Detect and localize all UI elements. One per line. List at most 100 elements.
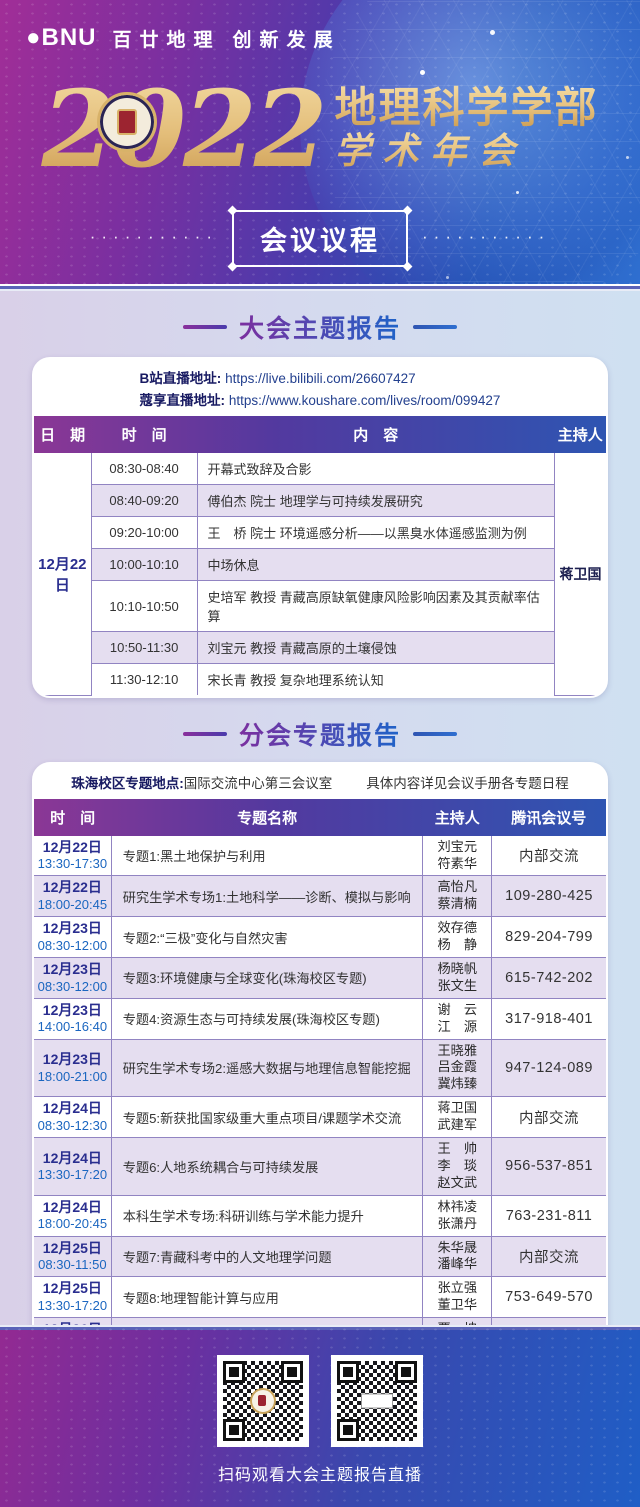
meeting-id-cell: 442-114-044 <box>491 1317 606 1325</box>
table-row: 12月23日 14:00-16:40 专题4:资源生态与可持续发展(珠海校区专题)… <box>34 997 606 1040</box>
hero-banner: ●BNU 百廿地理 创新发展 2022 地理科学学部 学术年会 ········… <box>0 0 640 284</box>
col-header-time: 时 间 <box>50 809 96 827</box>
bilibili-link[interactable]: https://live.bilibili.com/26607427 <box>225 371 416 386</box>
time-cell: 08:30-08:40 <box>90 453 198 486</box>
footer-banner: 扫码观看大会主题报告直播 <box>0 1325 640 1507</box>
col-header-host: 主持人 <box>434 809 480 827</box>
venue-note-value: 国际交流中心第三会议室 <box>183 775 333 791</box>
hosts-cell: 王 帅 李 琰 赵文武 <box>422 1137 493 1196</box>
agenda-badge-row: ··········· 会议议程 ··········· <box>0 205 640 272</box>
table-row: 12月23日 08:30-12:00 专题2:“三极”变化与自然灾害 效存德 杨 … <box>34 916 606 959</box>
datetime-cell: 12月22日 18:00-20:45 <box>34 875 112 918</box>
topic-cell: 专题3:环境健康与全球变化(珠海校区专题) <box>110 957 424 999</box>
university-seal-icon <box>250 1388 276 1414</box>
table-row: 10:10-10:50 史培军 教授 青藏高原缺氧健康风险影响因素及其贡献率估算 <box>34 580 606 633</box>
globe-graphic <box>300 0 640 284</box>
table-row: 12月24日 08:30-12:30 专题5:新获批国家级重大重点项目/课题学术交… <box>34 1096 606 1139</box>
brand-slogan-2: 创新发展 <box>232 29 341 51</box>
datetime-cell: 12月26日08:30-12:00 <box>34 1317 112 1325</box>
year-2022: 2022 <box>41 76 327 182</box>
topic-cell: 研究生学术专场2:遥感大数据与地理信息智能挖掘 <box>110 1038 424 1098</box>
table-row: 12月23日 08:30-12:00 专题3:环境健康与全球变化(珠海校区专题) … <box>34 957 606 999</box>
agenda-badge: 会议议程 <box>227 205 413 272</box>
qr-finder-icon <box>223 1361 245 1383</box>
venue-note-label: 珠海校区专题地点: <box>71 775 184 791</box>
qr-finder-icon <box>395 1361 417 1383</box>
hosts-cell: 贾 坤 张锦水 <box>422 1317 493 1325</box>
divider <box>0 1327 640 1330</box>
plenary-table: 日 期 时 间 内 容 主持人 12月22日 08:30-08:40 开幕式致辞… <box>34 416 606 696</box>
title-dash-icon <box>182 325 227 329</box>
datetime-cell: 12月23日 08:30-12:00 <box>34 916 112 959</box>
col-header-time: 时 间 <box>121 427 167 445</box>
qr-finder-icon <box>337 1419 359 1441</box>
datetime-cell: 12月23日 08:30-12:00 <box>34 957 112 999</box>
title-dash-icon <box>413 731 457 736</box>
venue-note-extra: 具体内容详见会议手册各专题日程 <box>366 775 569 791</box>
meeting-id-cell: 829-204-799 <box>491 916 606 959</box>
department-name: 地理科学学部 <box>334 84 599 132</box>
datetime-cell: 12月22日 13:30-17:30 <box>34 835 112 877</box>
divider <box>0 289 640 291</box>
meeting-id-cell: 109-280-425 <box>491 875 606 918</box>
content-cell: 中场休息 <box>196 548 555 582</box>
section-title-breakout: 分会专题报告 <box>0 716 640 752</box>
table-row: 12月22日 08:30-08:40 开幕式致辞及合影 蒋卫国 <box>34 453 606 696</box>
hosts-cell: 张立强 董卫华 <box>422 1276 493 1319</box>
table-row: 12月26日08:30-12:00 专题9:遥感信息提取与应用 贾 坤 张锦水 … <box>34 1317 606 1325</box>
topic-cell: 专题5:新获批国家级重大重点项目/课题学术交流 <box>110 1096 424 1139</box>
datetime-cell: 12月25日 13:30-17:20 <box>34 1276 112 1319</box>
table-row: 08:40-09:20 傅伯杰 院士 地理学与可持续发展研究 <box>34 484 606 518</box>
content-cell: 宋长青 教授 复杂地理系统认知 <box>196 663 555 696</box>
hosts-cell: 高怡凡 蔡清楠 <box>422 875 493 918</box>
datetime-cell: 12月25日 08:30-11:50 <box>34 1235 112 1278</box>
qr-finder-icon <box>223 1419 245 1441</box>
topic-cell: 研究生学术专场1:土地科学——诊断、模拟与影响 <box>110 875 424 918</box>
col-header-meeting: 腾讯会议号 <box>511 809 587 827</box>
agenda-body: 大会主题报告 B站直播地址: https://live.bilibili.com… <box>0 291 640 1325</box>
datetime-cell: 12月23日 14:00-16:40 <box>34 997 112 1040</box>
koushare-link[interactable]: https://www.koushare.com/lives/room/0994… <box>228 392 501 408</box>
plenary-header-row: 日 期 时 间 内 容 主持人 <box>34 416 606 454</box>
content-cell: 傅伯杰 院士 地理学与可持续发展研究 <box>196 484 555 518</box>
plenary-title-text: 大会主题报告 <box>239 309 401 345</box>
event-title-text: 地理科学学部 学术年会 <box>335 85 599 173</box>
topic-cell: 专题7:青藏科考中的人文地理学问题 <box>110 1235 424 1278</box>
hosts-cell: 王晓雅 吕金霞 冀炜臻 <box>422 1038 493 1098</box>
meeting-id-cell: 317-918-401 <box>491 997 606 1040</box>
agenda-badge-label: 会议议程 <box>260 226 380 256</box>
topic-cell: 专题4:资源生态与可持续发展(珠海校区专题) <box>110 997 424 1040</box>
col-header-topic: 专题名称 <box>237 809 298 827</box>
livestream-line-bilibili: B站直播地址: https://live.bilibili.com/266074… <box>140 368 501 390</box>
section-title-plenary: 大会主题报告 <box>0 309 640 345</box>
hosts-cell: 杨晓帆 张文生 <box>422 957 493 999</box>
content-cell: 开幕式致辞及合影 <box>196 453 556 486</box>
time-cell: 09:20-10:00 <box>91 516 198 550</box>
breakout-table: 时 间 专题名称 主持人 腾讯会议号 12月22日 13:30-17:30 专题1… <box>34 798 606 1325</box>
col-header-content: 内 容 <box>353 427 399 445</box>
table-row: 12月24日 18:00-20:45 本科生学术专场:科研训练与学术能力提升 林祎… <box>34 1194 606 1237</box>
hosts-cell: 效存德 杨 静 <box>422 916 493 959</box>
table-row: 12月22日 13:30-17:30 专题1:黑土地保护与利用 刘宝元 符素华 内… <box>34 835 606 877</box>
hosts-cell: 蒋卫国 武建军 <box>422 1096 493 1139</box>
meeting-id-cell: 763-231-811 <box>491 1194 606 1237</box>
datetime-cell: 12月24日 13:30-17:20 <box>34 1137 112 1196</box>
wechat-qr-code[interactable] <box>331 1355 423 1447</box>
title-dash-icon <box>182 731 227 736</box>
topic-cell: 专题8:地理智能计算与应用 <box>110 1276 424 1319</box>
title-dash-icon <box>413 325 457 329</box>
koushare-label: 蔻享直播地址: <box>139 392 226 408</box>
livestream-qr-code[interactable] <box>217 1355 309 1447</box>
divider <box>0 1325 640 1327</box>
meeting-id-cell: 内部交流 <box>491 1235 606 1278</box>
table-row: 10:00-10:10 中场休息 <box>34 548 606 582</box>
table-row: 10:50-11:30 刘宝元 教授 青藏高原的土壤侵蚀 <box>34 631 606 665</box>
datetime-cell: 12月23日 18:00-21:00 <box>34 1038 112 1098</box>
brand-slogan-1: 百廿地理 <box>112 29 221 51</box>
topic-cell: 专题1:黑土地保护与利用 <box>110 835 424 877</box>
livestream-info: B站直播地址: https://live.bilibili.com/266074… <box>140 368 501 411</box>
qr-code-row <box>0 1355 640 1447</box>
host-cell: 蒋卫国 <box>554 453 606 696</box>
topic-cell: 专题2:“三极”变化与自然灾害 <box>110 916 424 959</box>
